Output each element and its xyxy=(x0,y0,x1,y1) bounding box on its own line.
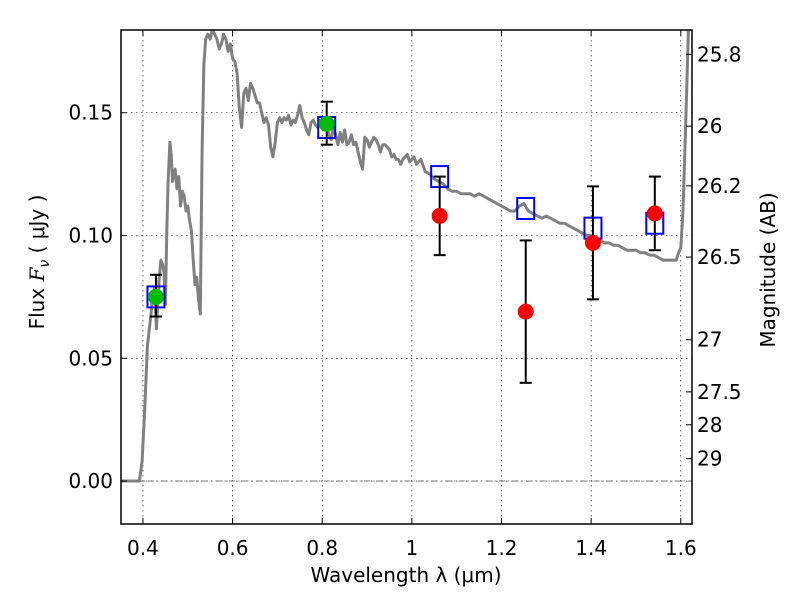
x-tick-label: 1.6 xyxy=(665,536,697,560)
y2-tick-label: 27.5 xyxy=(697,380,742,404)
spectrum-line xyxy=(121,30,690,483)
y2-tick-label: 28 xyxy=(697,413,722,437)
plot-frame xyxy=(120,29,693,525)
y-label-symbol: F xyxy=(25,266,49,282)
ir-measurements-point xyxy=(584,234,601,251)
series-detections xyxy=(147,100,335,318)
y-tick-label: 0.05 xyxy=(68,346,113,370)
y2-tick-label: 26 xyxy=(697,114,722,138)
x-axis: 0.4 0.6 0.8 1 1.2 1.4 1.6 xyxy=(127,30,697,560)
series-model-spectrum xyxy=(121,30,690,483)
series-layer xyxy=(121,30,690,483)
y-label-prefix: Flux xyxy=(25,281,49,329)
y2-tick-label: 27 xyxy=(697,328,722,352)
x-axis-label: Wavelength λ (μm) xyxy=(310,563,501,587)
ir-measurements-point xyxy=(646,205,663,222)
y-axis-left: 0.00 0.05 0.10 0.15 xyxy=(68,101,127,493)
y-axis-right-magnitude: 25.8 26 26.2 26.5 27 27.5 28 29 xyxy=(686,42,742,471)
y-label-suffix: ( μJy ) xyxy=(25,195,49,260)
x-tick-label: 0.4 xyxy=(127,536,159,560)
y2-tick-label: 26.5 xyxy=(697,245,742,269)
y2-tick-label: 25.8 xyxy=(697,42,742,66)
x-tick-label: 0.6 xyxy=(217,536,249,560)
plot-area xyxy=(121,30,690,483)
detections-point xyxy=(147,288,164,305)
ir-measurements-point xyxy=(517,303,534,320)
series-ir-measurements xyxy=(431,175,663,384)
y2-axis-label: Magnitude (AB) xyxy=(756,192,780,347)
y2-tick-label: 26.2 xyxy=(697,174,742,198)
y2-tick-label: 29 xyxy=(697,447,722,471)
x-tick-label: 1.4 xyxy=(575,536,607,560)
x-tick-label: 1 xyxy=(406,536,419,560)
x-tick-label: 1.2 xyxy=(486,536,518,560)
y-label-subscript: ν xyxy=(37,260,53,268)
x-tick-label: 0.8 xyxy=(306,536,338,560)
y-tick-label: 0.10 xyxy=(68,224,113,248)
y-tick-label: 0.00 xyxy=(68,469,113,493)
y-tick-label: 0.15 xyxy=(68,101,113,125)
detections-point xyxy=(318,115,335,132)
model-photometry-square xyxy=(516,196,536,220)
ir-measurements-point xyxy=(431,207,448,224)
y-axis-label: Flux Fν ( μJy ) xyxy=(25,195,53,330)
